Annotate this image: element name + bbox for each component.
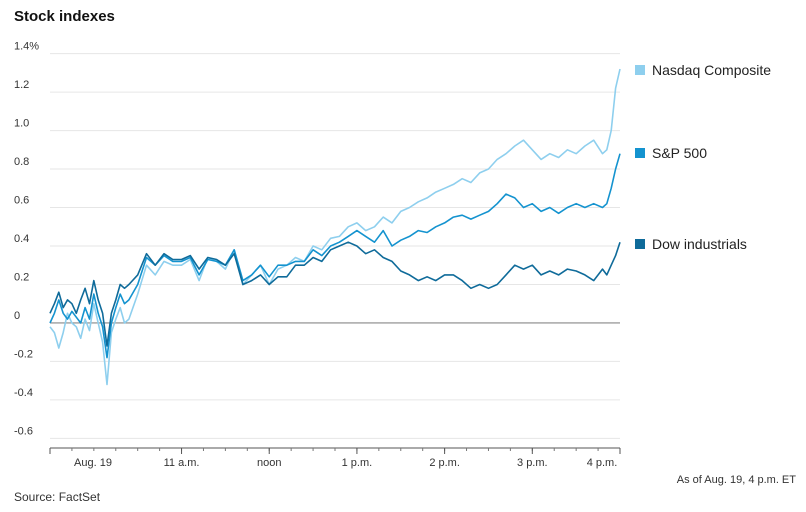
legend-swatch (635, 148, 645, 158)
x-tick-label: noon (257, 457, 281, 469)
series-line-nasdaq-composite (49, 68, 621, 386)
x-tick-label: Aug. 19 (74, 457, 112, 469)
y-axis: 1.4% 1.2 1.0 0.8 0.6 0.4 0.2 0 -0.2 -0.4 -0.6 (14, 41, 39, 438)
legend-label: Nasdaq Composite (652, 62, 771, 78)
y-tick-label: 0 (14, 310, 20, 322)
source-note: Source: FactSet (14, 490, 101, 504)
x-tick-label: 2 p.m. (429, 457, 460, 469)
y-tick-label: -0.6 (14, 425, 33, 437)
y-tick-label: -0.2 (14, 348, 33, 360)
y-tick-label: 0.8 (14, 156, 29, 168)
x-tick-label: 1 p.m. (342, 457, 373, 469)
y-tick-label: 1.4% (14, 41, 39, 53)
y-tick-label: -0.4 (14, 387, 33, 399)
legend-label: Dow industrials (652, 236, 747, 252)
grid-lines (50, 53, 620, 439)
chart-title: Stock indexes (14, 8, 115, 25)
legend-label: S&P 500 (652, 145, 707, 161)
x-tick-label: 3 p.m. (517, 457, 548, 469)
series-line-dow-industrials (49, 241, 621, 347)
x-tick-label: 11 a.m. (164, 457, 200, 469)
as-of-note: As of Aug. 19, 4 p.m. ET (676, 474, 796, 486)
legend: Nasdaq Composite S&P 500 Dow industrials (635, 62, 771, 252)
y-tick-label: 0.6 (14, 195, 29, 207)
series-line-s-p-500 (49, 153, 621, 359)
y-tick-label: 0.4 (14, 233, 29, 245)
y-tick-label: 0.2 (14, 271, 29, 283)
y-tick-label: 1.2 (14, 79, 29, 91)
legend-swatch (635, 65, 645, 75)
legend-swatch (635, 239, 645, 249)
y-tick-label: 1.0 (14, 118, 29, 130)
series-lines (49, 68, 621, 386)
x-tick-label: 4 p.m. (587, 457, 618, 469)
x-axis: Aug. 19 11 a.m. noon 1 p.m. 2 p.m. 3 p.m. 4 p.… (49, 447, 621, 469)
